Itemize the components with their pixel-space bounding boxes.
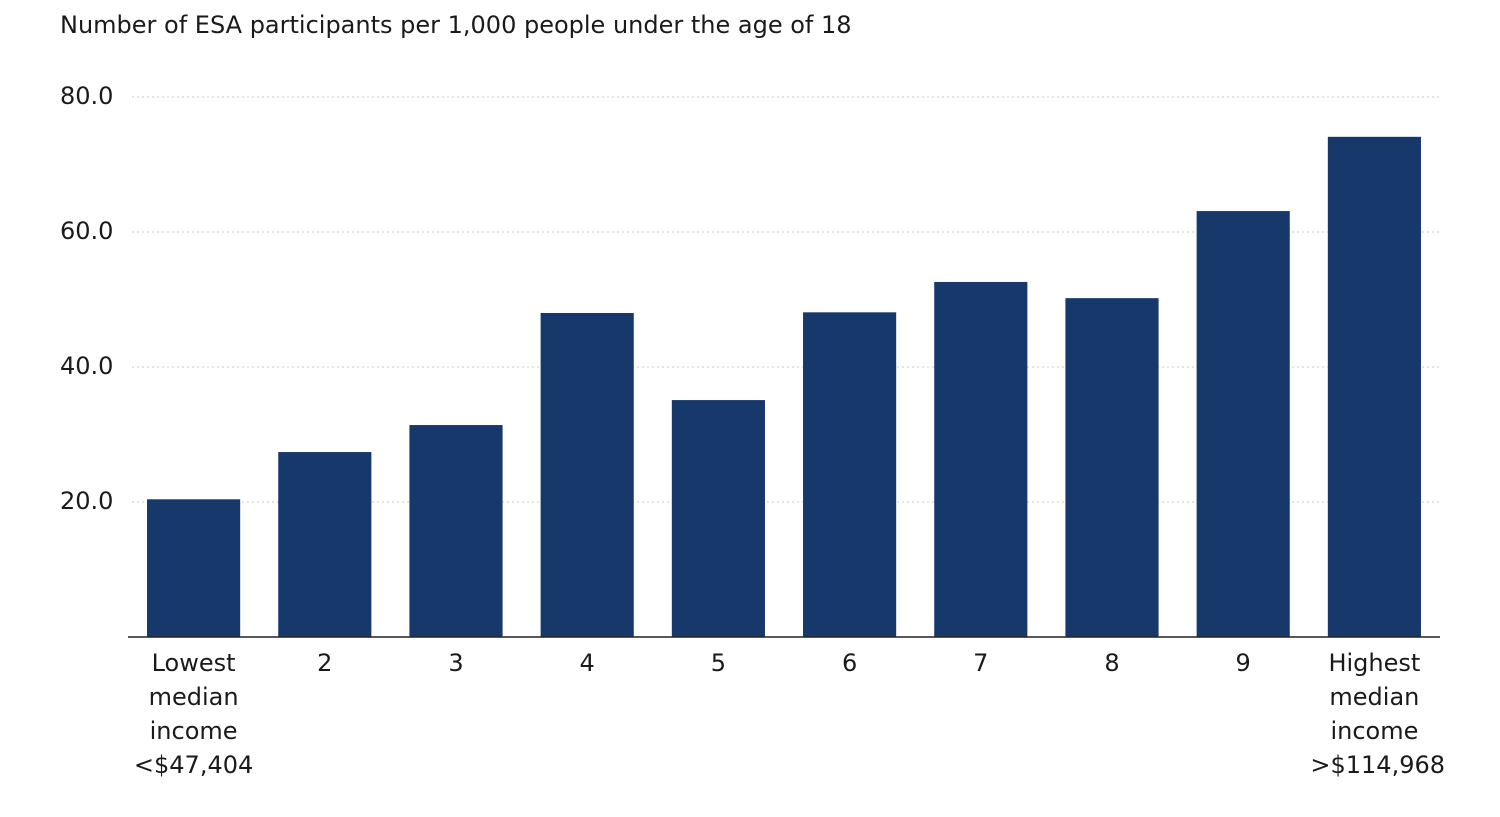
x-tick-label: 6 — [841, 649, 858, 677]
bar — [278, 452, 372, 637]
bar — [1065, 298, 1159, 637]
bar — [671, 400, 765, 637]
x-tick-label: Highest median income >$114,968 — [1310, 649, 1446, 779]
bar — [1327, 136, 1421, 637]
bar — [147, 499, 241, 637]
x-tick-label: 8 — [1104, 649, 1120, 677]
x-tick-label: 4 — [579, 649, 595, 677]
bar — [803, 312, 897, 637]
x-tick-label: 9 — [1235, 649, 1251, 677]
x-tick-label: 3 — [448, 649, 464, 677]
x-tick-label: 7 — [973, 649, 989, 677]
x-tick-label: Lowest median income <$47,404 — [133, 649, 254, 779]
y-tick-label: 40.0 — [60, 352, 113, 380]
y-tick-label: 20.0 — [60, 487, 113, 515]
y-tick-label: 80.0 — [60, 82, 113, 110]
bar — [540, 313, 634, 637]
x-tick-label: 5 — [710, 649, 727, 677]
x-tick-label: 2 — [317, 649, 333, 677]
bar — [1196, 211, 1290, 637]
bar — [934, 281, 1028, 637]
y-tick-label: 60.0 — [60, 217, 113, 245]
chart-title: Number of ESA participants per 1,000 peo… — [60, 11, 852, 39]
bar — [409, 425, 503, 637]
